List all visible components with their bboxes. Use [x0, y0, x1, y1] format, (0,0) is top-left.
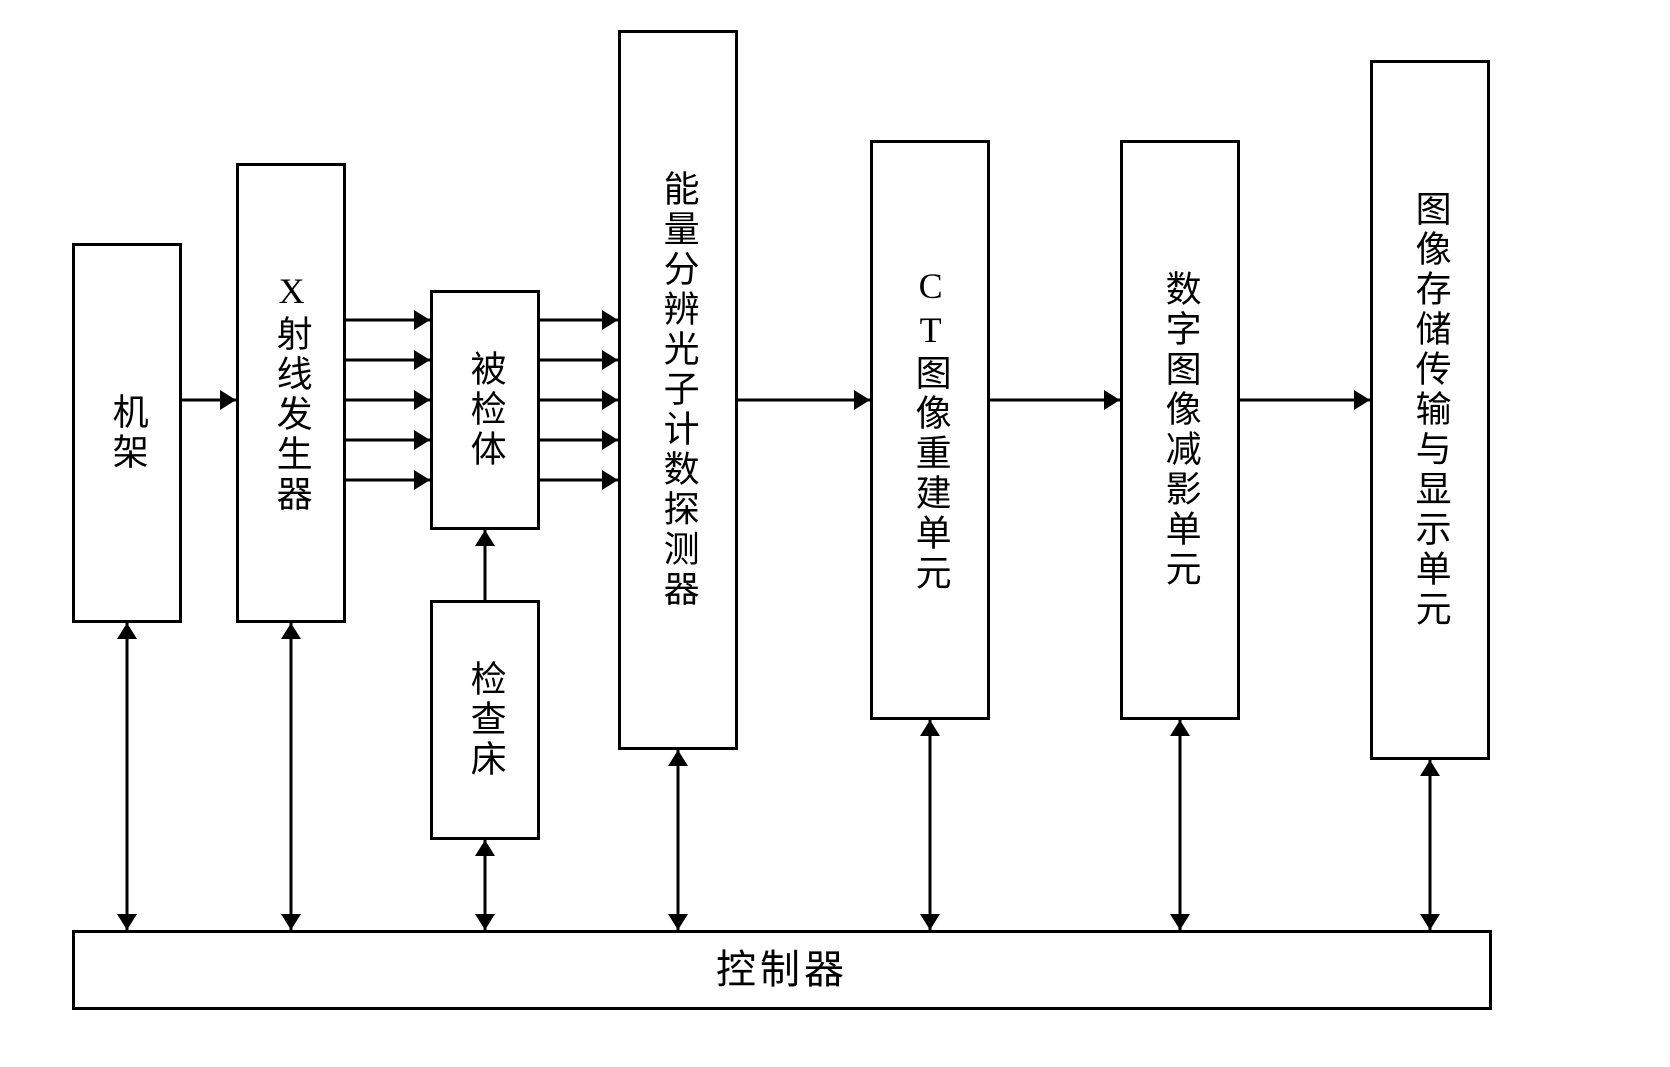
node-dsa: 数字图像减影单元: [1120, 140, 1240, 720]
node-label-gantry: 机架: [105, 393, 148, 473]
node-label-controller: 控制器: [716, 946, 848, 994]
node-bed: 检查床: [430, 600, 540, 840]
node-label-detector: 能量分辨光子计数探测器: [656, 170, 699, 610]
node-label-subject: 被检体: [463, 350, 506, 470]
node-ct_recon: CT图像重建单元: [870, 140, 990, 720]
node-detector: 能量分辨光子计数探测器: [618, 30, 738, 750]
node-label-bed: 检查床: [463, 660, 506, 780]
node-label-xray: X射线发生器: [269, 271, 312, 515]
node-gantry: 机架: [72, 243, 182, 623]
node-storage: 图像存储传输与显示单元: [1370, 60, 1490, 760]
node-label-storage: 图像存储传输与显示单元: [1408, 190, 1451, 630]
node-label-ct_recon: CT图像重建单元: [908, 266, 951, 594]
node-xray: X射线发生器: [236, 163, 346, 623]
node-subject: 被检体: [430, 290, 540, 530]
node-label-dsa: 数字图像减影单元: [1158, 270, 1201, 590]
diagram-canvas: 机架 X射线发生器 被检体检查床 能量分辨光子计数探测器 CT图像重建单元 数字图像减影单…: [0, 0, 1670, 1067]
node-controller: 控制器: [72, 930, 1492, 1010]
